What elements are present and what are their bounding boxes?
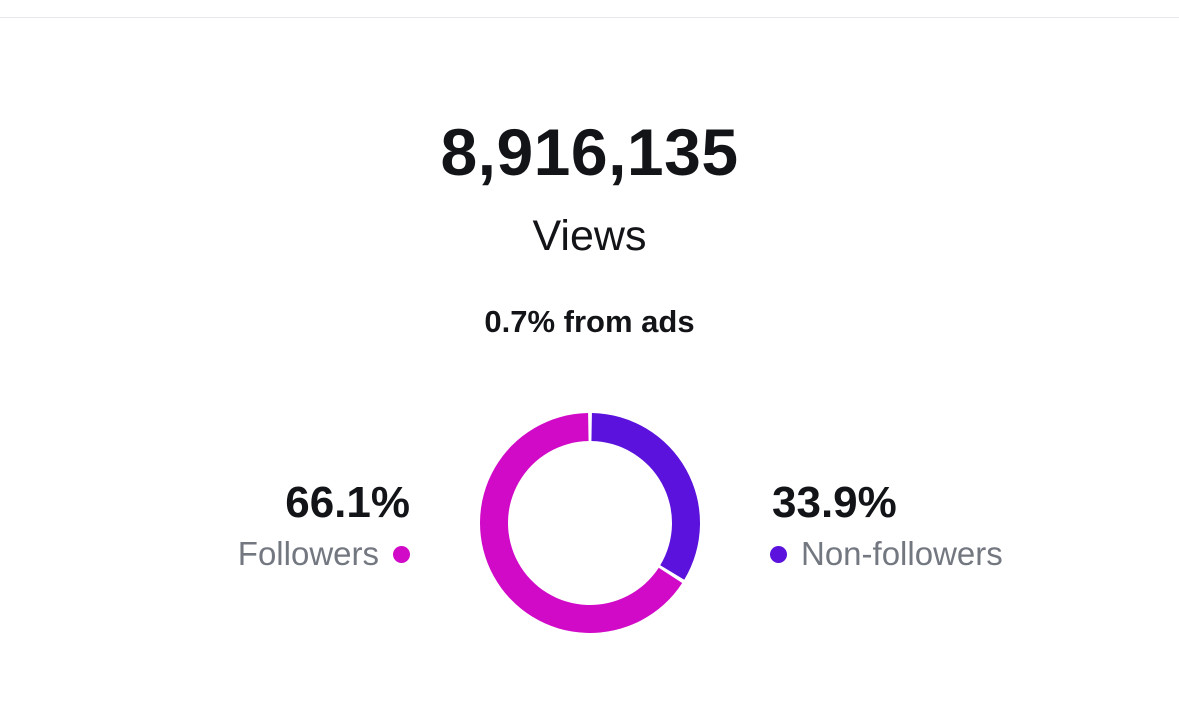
followers-legend: 66.1% Followers	[180, 476, 410, 576]
followers-color-dot	[393, 545, 410, 563]
followers-label: Followers	[237, 535, 379, 572]
non-followers-legend: 33.9% Non-followers	[770, 476, 1070, 576]
non-followers-percent: 33.9%	[772, 478, 897, 527]
non-followers-legend-row: Non-followers	[770, 532, 1070, 576]
total-views-label: Views	[532, 212, 647, 260]
donut-slice-non-followers	[591, 413, 700, 580]
ads-percentage-note: 0.7% from ads	[484, 304, 695, 339]
followers-legend-row: Followers	[180, 532, 410, 576]
followers-percent: 66.1%	[285, 478, 410, 527]
total-views-value: 8,916,135	[440, 115, 739, 189]
top-divider	[0, 17, 1179, 18]
non-followers-color-dot	[770, 545, 787, 563]
audience-donut-chart	[480, 413, 700, 633]
non-followers-label: Non-followers	[801, 535, 1003, 572]
